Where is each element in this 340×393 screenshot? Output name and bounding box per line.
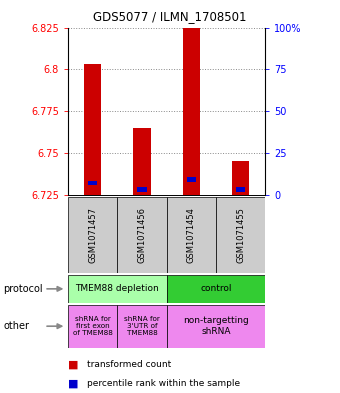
Text: TMEM88 depletion: TMEM88 depletion (75, 285, 159, 293)
Text: percentile rank within the sample: percentile rank within the sample (87, 379, 240, 387)
Bar (88, 181, 97, 185)
Bar (236, 187, 245, 192)
Bar (133, 128, 151, 195)
Text: other: other (3, 321, 29, 331)
Text: ■: ■ (68, 360, 79, 370)
Bar (117, 305, 167, 348)
Text: GSM1071457: GSM1071457 (88, 207, 97, 263)
Text: non-targetting
shRNA: non-targetting shRNA (183, 316, 249, 336)
Text: protocol: protocol (3, 284, 43, 294)
Text: control: control (200, 285, 232, 293)
Bar (187, 177, 196, 182)
Bar (167, 275, 265, 303)
Text: shRNA for
3'UTR of
TMEM88: shRNA for 3'UTR of TMEM88 (124, 316, 160, 336)
Bar (167, 305, 265, 348)
Text: transformed count: transformed count (87, 360, 171, 369)
Text: GDS5077 / ILMN_1708501: GDS5077 / ILMN_1708501 (93, 10, 247, 23)
Bar (137, 187, 147, 192)
Bar (232, 161, 249, 195)
Bar (84, 64, 101, 195)
Bar (216, 196, 265, 273)
Bar (183, 22, 200, 195)
Text: ■: ■ (68, 378, 79, 388)
Bar (68, 275, 167, 303)
Text: GSM1071455: GSM1071455 (236, 207, 245, 263)
Bar (117, 196, 167, 273)
Text: GSM1071454: GSM1071454 (187, 207, 196, 263)
Text: GSM1071456: GSM1071456 (137, 207, 147, 263)
Bar (68, 196, 117, 273)
Bar (68, 305, 117, 348)
Text: shRNA for
first exon
of TMEM88: shRNA for first exon of TMEM88 (73, 316, 113, 336)
Bar (167, 196, 216, 273)
